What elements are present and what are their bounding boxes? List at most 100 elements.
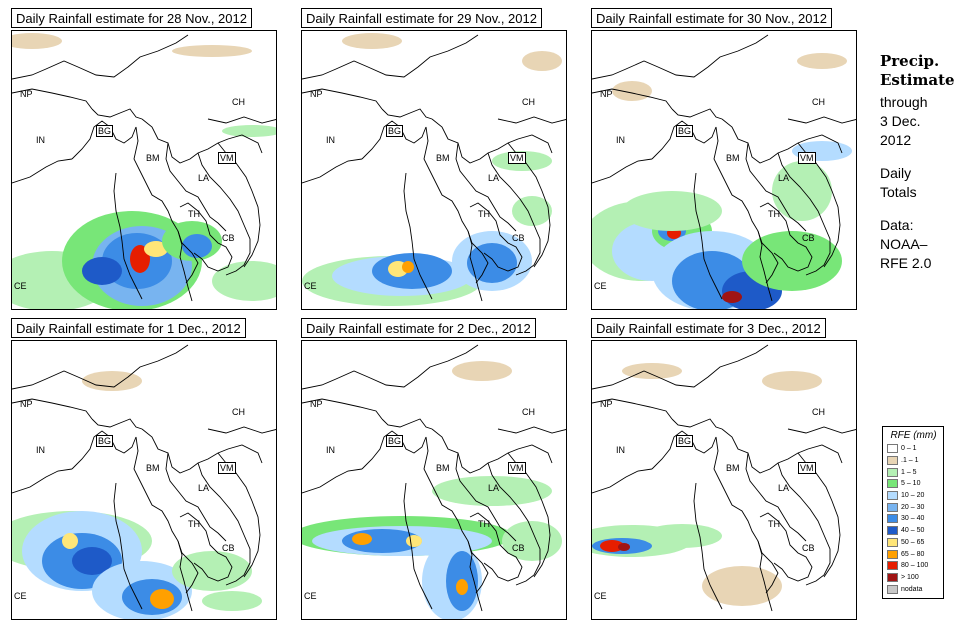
legend-swatch	[887, 572, 898, 582]
border-line	[91, 418, 143, 430]
country-label-np: NP	[600, 399, 613, 409]
rainfall-area	[456, 579, 468, 595]
border-line	[592, 34, 769, 80]
border-line	[713, 126, 773, 302]
border-line	[12, 344, 189, 390]
border-line	[497, 426, 566, 434]
country-label-ce: CE	[304, 591, 317, 601]
legend-item: 40 – 50	[887, 525, 940, 537]
border-line	[141, 118, 263, 164]
country-label-bg: BG	[386, 435, 404, 447]
rainfall-area	[467, 243, 517, 283]
border-line	[179, 512, 233, 582]
rainfall-area	[182, 234, 212, 258]
border-line	[381, 418, 433, 430]
legend-item: .1 – 1	[887, 455, 940, 467]
rainfall-area	[742, 231, 842, 291]
legend-swatch	[887, 479, 898, 489]
border-line	[381, 108, 433, 120]
border-line	[745, 142, 807, 232]
legend-item: nodata	[887, 583, 940, 595]
rainfall-area	[512, 196, 552, 226]
border-line	[757, 230, 779, 284]
border-line	[592, 344, 769, 390]
border-line	[91, 108, 143, 120]
border-line	[467, 540, 489, 594]
country-label-bg: BG	[676, 125, 694, 137]
country-label-ce: CE	[14, 591, 27, 601]
border-line	[133, 126, 193, 302]
country-label-bg: BG	[386, 125, 404, 137]
panel-title: Daily Rainfall estimate for 1 Dec., 2012	[11, 318, 246, 338]
border-line	[497, 116, 566, 124]
panel-title: Daily Rainfall estimate for 2 Dec., 2012	[301, 318, 536, 338]
country-label-np: NP	[310, 399, 323, 409]
legend-item: 20 – 30	[887, 501, 940, 513]
rainfall-area	[722, 291, 742, 303]
border-line	[592, 468, 653, 494]
border-line	[133, 436, 193, 612]
legend-swatch	[887, 549, 898, 559]
legend-title: RFE (mm)	[890, 430, 937, 441]
legend-swatch	[887, 467, 898, 477]
side-data3: RFE 2.0	[880, 255, 932, 271]
border-line	[165, 452, 227, 542]
country-label-bm: BM	[436, 463, 450, 473]
border-line	[302, 468, 363, 494]
legend-swatch	[887, 444, 898, 454]
legend-item: 80 – 100	[887, 560, 940, 572]
border-line	[197, 462, 251, 586]
country-label-cb: CB	[222, 233, 235, 243]
country-label-la: LA	[488, 483, 500, 493]
border-line	[759, 202, 813, 272]
rainfall-map: NP CH IN BG BM VM LA TH CB CE	[591, 340, 857, 620]
country-label-cb: CB	[512, 543, 525, 553]
rainfall-area	[172, 551, 252, 591]
border-line	[721, 118, 843, 164]
rainfall-area	[622, 191, 722, 231]
panel-title: Daily Rainfall estimate for 30 Nov., 201…	[591, 8, 832, 28]
border-line	[71, 430, 137, 470]
border-line	[302, 88, 383, 110]
border-line	[12, 398, 93, 420]
border-line	[787, 426, 856, 434]
side-daily: Daily	[880, 165, 912, 181]
panel-title: Daily Rainfall estimate for 3 Dec., 2012	[591, 318, 826, 338]
side-totals: Totals	[880, 184, 917, 200]
rainfall-area	[342, 33, 402, 49]
country-label-bm: BM	[436, 153, 450, 163]
country-label-bg: BG	[96, 125, 114, 137]
country-label-in: IN	[36, 135, 45, 145]
border-line	[177, 230, 199, 284]
border-line	[431, 428, 553, 474]
border-line	[745, 452, 807, 542]
border-line	[787, 116, 856, 124]
country-label-la: LA	[198, 173, 210, 183]
border-line	[423, 126, 483, 302]
border-line	[403, 172, 433, 300]
legend-label: .1 – 1	[901, 457, 919, 465]
border-line	[177, 540, 199, 594]
border-line	[12, 468, 73, 494]
border-line	[487, 152, 541, 276]
country-label-ch: CH	[812, 97, 825, 107]
map-graphic	[592, 344, 856, 612]
rainfall-area	[172, 45, 252, 57]
legend-item: 1 – 5	[887, 466, 940, 478]
side-date2: 2012	[880, 132, 912, 148]
border-line	[361, 430, 427, 470]
legend-label: 50 – 65	[901, 538, 925, 546]
border-line	[423, 436, 483, 612]
country-label-th: TH	[478, 519, 490, 529]
border-line	[592, 158, 653, 184]
rainfall-map: NP CH IN BG BM VM LA TH CB CE	[301, 30, 567, 310]
country-label-ce: CE	[594, 281, 607, 291]
border-line	[197, 152, 251, 276]
border-line	[361, 120, 427, 160]
border-line	[777, 462, 831, 586]
rainfall-area	[82, 257, 122, 285]
rainfall-area	[62, 533, 78, 549]
legend-label: 30 – 40	[901, 515, 925, 523]
legend-swatch	[887, 491, 898, 501]
country-label-bg: BG	[676, 435, 694, 447]
